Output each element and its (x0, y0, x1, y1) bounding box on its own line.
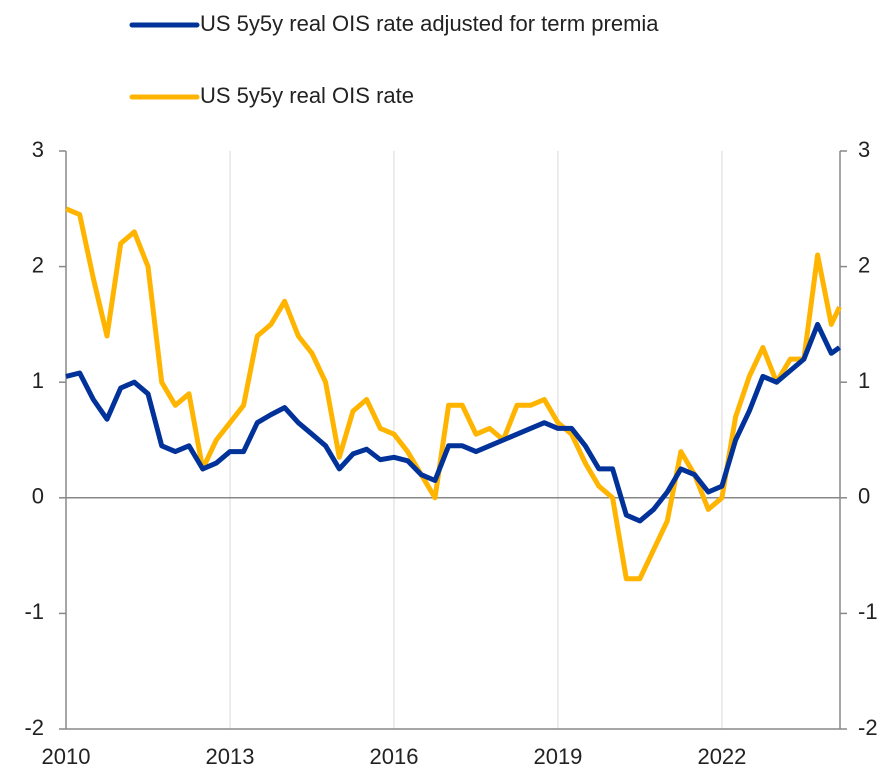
series-line (65, 321, 841, 524)
x-tick-label: 2010 (42, 744, 91, 769)
y2-tick-label: -2 (858, 715, 878, 740)
x-tick-label: 2016 (369, 744, 418, 769)
y-tick-label: 0 (32, 484, 44, 509)
x-tick-label: 2013 (206, 744, 255, 769)
series-line (65, 206, 842, 582)
y-tick-label: 2 (32, 252, 44, 277)
y2-tick-label: 1 (858, 368, 870, 393)
y-tick-label: -1 (24, 599, 44, 624)
y-tick-label: 3 (32, 137, 44, 162)
y2-tick-label: -1 (858, 599, 878, 624)
y2-tick-label: 0 (858, 484, 870, 509)
y2-tick-label: 3 (858, 137, 870, 162)
x-tick-label: 2022 (697, 744, 746, 769)
y-tick-label: -2 (24, 715, 44, 740)
legend-label: US 5y5y real OIS rate adjusted for term … (200, 11, 659, 36)
x-tick-label: 2019 (533, 744, 582, 769)
legend-label: US 5y5y real OIS rate (200, 83, 414, 108)
y-tick-label: 1 (32, 368, 44, 393)
y2-tick-label: 2 (858, 252, 870, 277)
